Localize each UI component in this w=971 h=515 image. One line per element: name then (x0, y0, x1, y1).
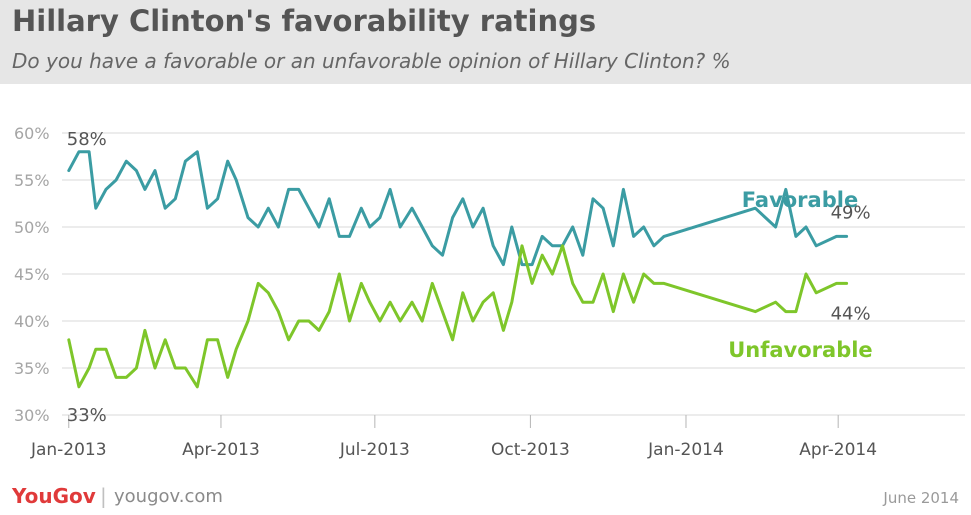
unfavorable-series-label: Unfavorable (728, 338, 872, 362)
y-axis: 30% 35% 40% 45% 50% 55% 60% (14, 124, 50, 425)
unfavorable-line (67, 244, 849, 389)
y-tick-label: 60% (14, 124, 50, 143)
series-layer (67, 150, 849, 389)
unfavorable-start-label: 33% (67, 405, 107, 426)
unfavorable-end-label: 44% (831, 303, 871, 324)
y-tick-label: 45% (14, 265, 50, 284)
y-tick-label: 50% (14, 218, 50, 237)
x-tick-label: Apr-2014 (799, 440, 877, 460)
footer-separator: | (100, 484, 107, 508)
chart-subtitle: Do you have a favorable or an unfavorabl… (12, 49, 731, 73)
x-tick-label: Jul-2013 (339, 440, 410, 460)
chart-header: Hillary Clinton's favorability ratings D… (0, 0, 971, 84)
x-tick-label: Oct-2013 (491, 440, 570, 460)
grid-layer (62, 132, 965, 416)
y-tick-label: 55% (14, 171, 50, 190)
footer-date: June 2014 (883, 489, 959, 507)
x-tick-label: Jan-2014 (647, 440, 724, 460)
x-tick-label: Jan-2013 (30, 440, 107, 460)
label-layer: Favorable 58% 49% Unfavorable 33% 44% (67, 129, 873, 426)
x-axis: Jan-2013 Apr-2013 Jul-2013 Oct-2013 Jan-2014… (30, 415, 877, 460)
y-tick-label: 40% (14, 312, 50, 331)
favorable-start-label: 58% (67, 129, 107, 150)
y-tick-label: 35% (14, 359, 50, 378)
favorable-end-label: 49% (831, 202, 871, 223)
footer-url: yougov.com (114, 486, 223, 507)
yougov-logo: YouGov (12, 484, 96, 508)
chart-title: Hillary Clinton's favorability ratings (12, 4, 597, 38)
x-tick-label: Apr-2013 (182, 440, 260, 460)
favorable-line (67, 150, 849, 267)
y-tick-label: 30% (14, 406, 50, 425)
favorable-series-label: Favorable (742, 188, 858, 212)
